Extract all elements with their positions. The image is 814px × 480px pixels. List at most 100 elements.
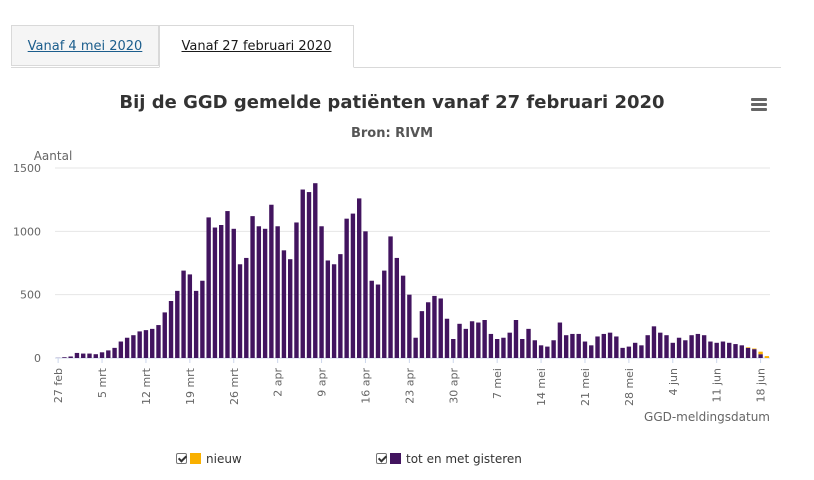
- bar-tot-en-met-gisteren-102: [695, 333, 701, 358]
- bar-tot-en-met-gisteren-25: [212, 227, 218, 358]
- bar-tot-en-met-gisteren-43: [325, 260, 331, 358]
- legend-checkbox-tot-en-met-gisteren[interactable]: [376, 453, 387, 464]
- bar-tot-en-met-gisteren-84: [582, 341, 588, 358]
- bar-tot-en-met-gisteren-82: [570, 333, 575, 358]
- bar-tot-en-met-gisteren-101: [689, 335, 694, 358]
- bar-tot-en-met-gisteren-23: [200, 280, 205, 358]
- bar-tot-en-met-gisteren-11: [124, 337, 130, 358]
- bar-tot-en-met-gisteren-75: [526, 328, 531, 358]
- x-tick-label-8: 23 apr: [403, 368, 416, 404]
- x-tick-label-15: 11 jun: [711, 368, 724, 403]
- bar-tot-en-met-gisteren-73: [513, 320, 519, 358]
- bar-tot-en-met-gisteren-31: [250, 216, 255, 358]
- bar-tot-en-met-gisteren-33: [262, 228, 268, 358]
- bar-tot-en-met-gisteren-28: [231, 228, 236, 358]
- bar-tot-en-met-gisteren-109: [739, 345, 744, 358]
- x-tick-label-6: 9 apr: [316, 368, 329, 397]
- bar-tot-en-met-gisteren-6: [93, 354, 98, 358]
- y-tick-label-0: 0: [34, 352, 41, 365]
- bar-tot-en-met-gisteren-57: [413, 337, 418, 358]
- bar-tot-en-met-gisteren-41: [313, 183, 318, 358]
- bar-tot-en-met-gisteren-36: [281, 250, 287, 358]
- tab-vanaf-4-mei[interactable]: Vanaf 4 mei 2020: [11, 25, 159, 66]
- bar-tot-en-met-gisteren-21: [187, 274, 193, 358]
- bar-tot-en-met-gisteren-91: [626, 346, 632, 358]
- tab-vanaf-27-februari[interactable]: Vanaf 27 februari 2020: [159, 25, 354, 68]
- bar-tot-en-met-gisteren-104: [708, 341, 713, 358]
- bar-tot-en-met-gisteren-38: [294, 222, 299, 358]
- bar-tot-en-met-gisteren-40: [306, 192, 312, 358]
- bar-tot-en-met-gisteren-63: [451, 339, 456, 358]
- bar-tot-en-met-gisteren-2: [68, 356, 73, 358]
- bar-tot-en-met-gisteren-98: [670, 342, 675, 358]
- bar-tot-en-met-gisteren-9: [112, 347, 117, 358]
- x-tick-label-1: 5 mrt: [96, 367, 109, 398]
- legend-swatch-tot-en-met-gisteren: [390, 453, 401, 464]
- bar-tot-en-met-gisteren-112: [758, 354, 763, 358]
- bar-tot-en-met-gisteren-24: [206, 217, 211, 358]
- bar-tot-en-met-gisteren-86: [595, 336, 600, 358]
- bar-tot-en-met-gisteren-55: [400, 275, 406, 358]
- bar-tot-en-met-gisteren-8: [106, 350, 111, 358]
- bar-tot-en-met-gisteren-29: [237, 264, 243, 358]
- bar-tot-en-met-gisteren-34: [269, 204, 274, 358]
- bar-tot-en-met-gisteren-67: [476, 322, 481, 358]
- bar-tot-en-met-gisteren-45: [338, 254, 343, 358]
- bar-nieuw-110: [745, 347, 751, 348]
- bar-tot-en-met-gisteren-90: [620, 347, 625, 358]
- bar-tot-en-met-gisteren-97: [664, 335, 669, 358]
- bar-tot-en-met-gisteren-48: [356, 198, 362, 358]
- bar-tot-en-met-gisteren-12: [131, 335, 136, 358]
- x-tick-label-13: 28 mei: [623, 368, 636, 406]
- bar-tot-en-met-gisteren-46: [344, 218, 349, 358]
- bar-tot-en-met-gisteren-64: [457, 323, 462, 358]
- bar-tot-en-met-gisteren-58: [419, 311, 425, 358]
- x-tick-label-0: 27 feb: [52, 368, 65, 403]
- bar-tot-en-met-gisteren-99: [676, 337, 682, 358]
- x-tick-label-9: 30 apr: [447, 368, 460, 404]
- bar-tot-en-met-gisteren-19: [175, 290, 180, 358]
- x-tick-label-12: 21 mei: [579, 368, 592, 406]
- bar-tot-en-met-gisteren-81: [563, 335, 569, 358]
- bar-tot-en-met-gisteren-62: [444, 318, 450, 358]
- bar-tot-en-met-gisteren-50: [369, 280, 374, 358]
- x-tick-label-3: 19 mrt: [184, 367, 197, 405]
- bar-tot-en-met-gisteren-61: [438, 298, 443, 358]
- bar-tot-en-met-gisteren-59: [425, 302, 431, 358]
- bar-tot-en-met-gisteren-71: [501, 337, 506, 358]
- bar-tot-en-met-gisteren-32: [256, 226, 262, 358]
- chart-subtitle: Bron: RIVM: [350, 126, 434, 141]
- bar-tot-en-met-gisteren-54: [394, 257, 400, 358]
- bar-tot-en-met-gisteren-70: [494, 339, 500, 358]
- hamburger-menu-icon[interactable]: [751, 98, 767, 112]
- y-tick-label-500: 500: [20, 289, 41, 302]
- x-tick-label-4: 26 mrt: [228, 367, 241, 405]
- bar-tot-en-met-gisteren-51: [375, 284, 381, 358]
- bar-tot-en-met-gisteren-72: [507, 332, 512, 358]
- x-tick-label-16: 18 jun: [755, 368, 768, 403]
- bar-tot-en-met-gisteren-77: [538, 345, 544, 358]
- x-tick-label-11: 14 mei: [535, 368, 548, 406]
- bar-tot-en-met-gisteren-85: [589, 345, 594, 358]
- bar-tot-en-met-gisteren-89: [614, 336, 619, 358]
- bar-tot-en-met-gisteren-10: [118, 341, 124, 358]
- legend-label-tot-en-met-gisteren: tot en met gisteren: [406, 452, 522, 466]
- bar-tot-en-met-gisteren-39: [300, 189, 305, 358]
- bar-tot-en-met-gisteren-106: [720, 341, 726, 358]
- bar-tot-en-met-gisteren-100: [683, 340, 688, 358]
- tab-bar: Vanaf 4 mei 2020 Vanaf 27 februari 2020: [11, 25, 781, 68]
- bar-tot-en-met-gisteren-65: [463, 328, 469, 358]
- bar-tot-en-met-gisteren-14: [143, 330, 149, 358]
- bar-tot-en-met-gisteren-87: [601, 333, 606, 358]
- bar-tot-en-met-gisteren-60: [432, 295, 437, 358]
- bar-tot-en-met-gisteren-47: [350, 213, 356, 358]
- bar-tot-en-met-gisteren-66: [469, 321, 475, 358]
- bar-tot-en-met-gisteren-13: [137, 331, 142, 358]
- x-tick-label-14: 4 jun: [667, 368, 680, 396]
- bar-tot-en-met-gisteren-22: [193, 290, 199, 358]
- bar-tot-en-met-gisteren-80: [557, 322, 563, 358]
- x-tick-label-5: 2 apr: [272, 368, 285, 397]
- bar-nieuw-112: [758, 351, 763, 355]
- legend-checkbox-nieuw[interactable]: [176, 453, 187, 464]
